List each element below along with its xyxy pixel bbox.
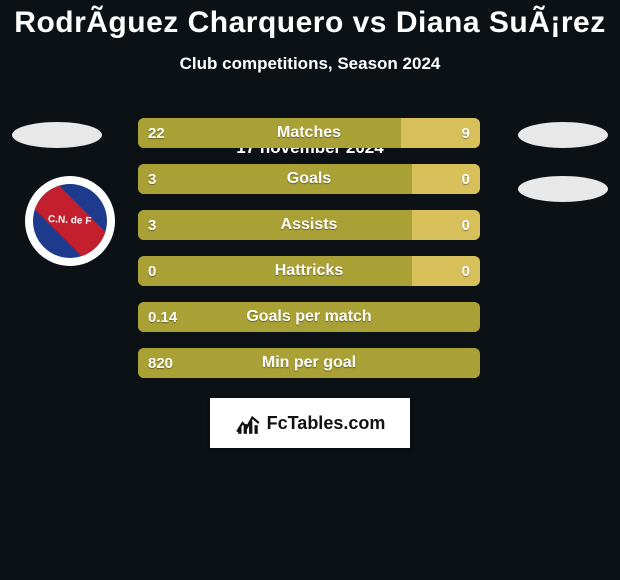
club-badge-inner: C.N. de F (33, 184, 107, 258)
chart-icon (235, 410, 261, 436)
stat-value-left: 3 (148, 210, 156, 240)
stat-label: Goals per match (138, 302, 480, 332)
comparison-infographic: RodrÃ­guez Charquero vs Diana SuÃ¡rez Cl… (0, 0, 620, 580)
stat-row: Goals per match0.14 (138, 302, 480, 332)
stat-row: Matches22 9 (138, 118, 480, 148)
brand-text: FcTables.com (267, 413, 386, 434)
player-left-placeholder (12, 122, 102, 148)
stat-row: Goals3 0 (138, 164, 480, 194)
stat-label: Hattricks (138, 256, 480, 286)
stat-value-right: 9 (462, 118, 470, 148)
stat-label: Min per goal (138, 348, 480, 378)
stat-label: Assists (138, 210, 480, 240)
stat-value-left: 820 (148, 348, 173, 378)
stat-label: Goals (138, 164, 480, 194)
player-right-placeholder-2 (518, 176, 608, 202)
stat-value-left: 22 (148, 118, 165, 148)
stat-value-left: 0 (148, 256, 156, 286)
stat-value-left: 0.14 (148, 302, 177, 332)
stat-row: Min per goal820 (138, 348, 480, 378)
page-subtitle: Club competitions, Season 2024 (0, 54, 620, 74)
club-badge-left: C.N. de F (25, 176, 115, 266)
stat-value-right: 0 (462, 164, 470, 194)
stat-value-left: 3 (148, 164, 156, 194)
page-title: RodrÃ­guez Charquero vs Diana SuÃ¡rez (0, 0, 620, 40)
brand-box: FcTables.com (207, 395, 413, 451)
stat-label: Matches (138, 118, 480, 148)
stat-row: Hattricks0 0 (138, 256, 480, 286)
stat-row: Assists3 0 (138, 210, 480, 240)
stat-bars: Matches229Goals30Assists30Hattricks00Goa… (138, 118, 480, 394)
club-badge-outer: C.N. de F (25, 176, 115, 266)
stat-value-right: 0 (462, 210, 470, 240)
player-right-placeholder (518, 122, 608, 148)
stat-value-right: 0 (462, 256, 470, 286)
